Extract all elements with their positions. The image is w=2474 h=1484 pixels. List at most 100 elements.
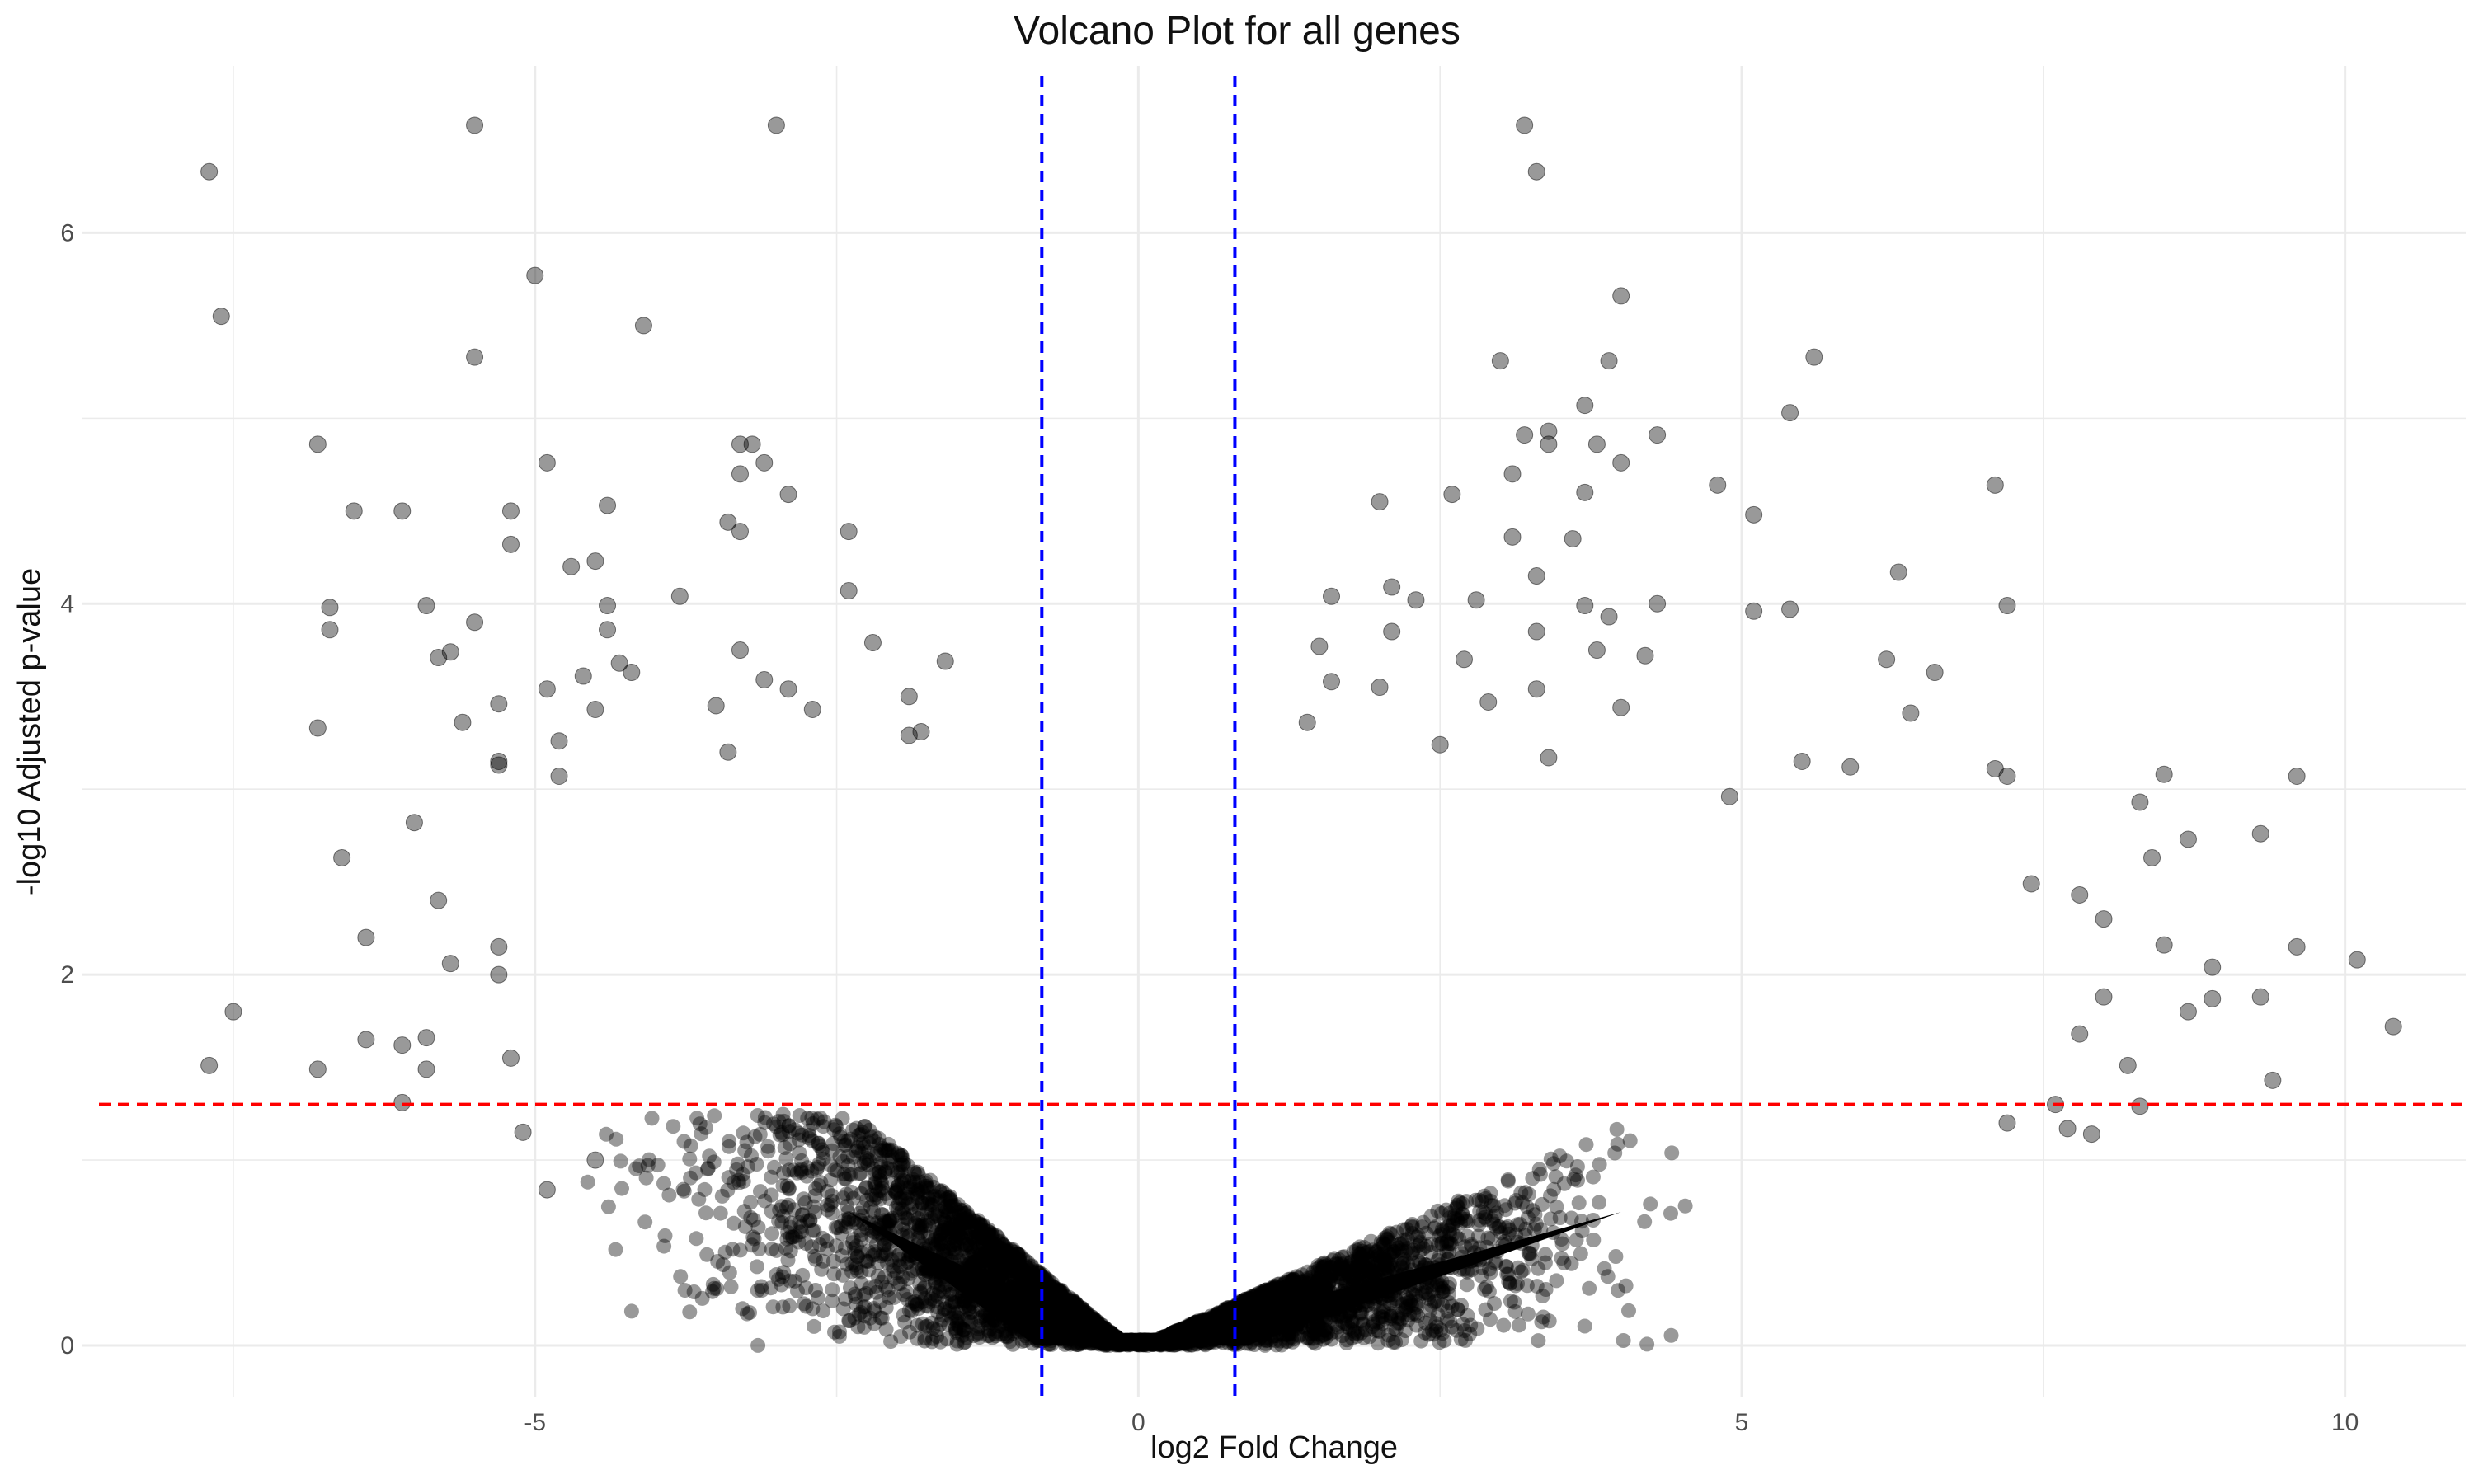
cloud-point: [915, 1195, 929, 1210]
cloud-point: [1371, 1301, 1386, 1317]
cloud-point: [1521, 1306, 1536, 1322]
data-point: [1371, 493, 1389, 511]
cloud-point: [853, 1134, 868, 1149]
cloud-point: [1255, 1297, 1271, 1313]
cloud-point: [895, 1270, 910, 1284]
cloud-point: [1346, 1272, 1361, 1288]
cloud-point: [1253, 1287, 1268, 1303]
cloud-point: [714, 1188, 730, 1204]
cloud-point: [656, 1238, 672, 1254]
cloud-point: [765, 1299, 781, 1315]
data-point: [2022, 875, 2040, 893]
cloud-point: [1009, 1255, 1024, 1270]
cloud-point: [1343, 1313, 1359, 1329]
cloud-point: [1307, 1277, 1323, 1292]
cloud-point: [836, 1134, 852, 1149]
cloud-point: [869, 1146, 885, 1161]
cloud-point: [1056, 1285, 1071, 1301]
cloud-point: [1500, 1173, 1516, 1189]
cloud-point: [1496, 1317, 1512, 1333]
cloud-point: [599, 1126, 614, 1142]
cloud-point: [959, 1237, 975, 1252]
cloud-point: [1366, 1314, 1381, 1330]
cloud-point: [1356, 1316, 1371, 1331]
cloud-point: [885, 1210, 901, 1226]
cloud-point: [1194, 1314, 1210, 1330]
cloud-point: [810, 1290, 825, 1306]
data-point: [490, 937, 508, 956]
data-point: [357, 1031, 375, 1049]
cloud-point: [917, 1330, 933, 1345]
data-point: [803, 701, 821, 719]
cloud-point: [1357, 1263, 1373, 1279]
cloud-point: [903, 1266, 919, 1281]
cloud-point: [1448, 1201, 1464, 1216]
cloud-point: [1503, 1275, 1518, 1291]
cloud-point: [1501, 1274, 1517, 1289]
data-point: [2058, 1120, 2077, 1138]
cloud-point: [885, 1258, 901, 1274]
cloud-point: [1444, 1319, 1460, 1335]
cloud-point: [638, 1170, 654, 1186]
cloud-point: [722, 1139, 736, 1154]
cloud-point: [794, 1207, 810, 1223]
cloud-point: [937, 1214, 952, 1229]
cloud-point: [1057, 1292, 1073, 1308]
cloud-point: [1371, 1255, 1386, 1270]
cloud-point: [943, 1199, 958, 1214]
data-point: [1527, 162, 1545, 181]
data-point: [1540, 435, 1558, 453]
cloud-point: [1065, 1294, 1080, 1309]
cloud-point: [1364, 1306, 1380, 1322]
cloud-point: [906, 1174, 922, 1190]
cloud-point: [1216, 1307, 1231, 1322]
cloud-point: [1451, 1231, 1467, 1247]
cloud-point: [1388, 1238, 1404, 1254]
cloud-point: [922, 1230, 938, 1246]
cloud-point: [920, 1196, 936, 1212]
cloud-point: [825, 1293, 840, 1308]
cloud-point: [736, 1204, 752, 1219]
cloud-point: [775, 1127, 791, 1143]
grid-layer: [82, 66, 2466, 1397]
data-point: [1310, 637, 1329, 655]
cloud-point: [1243, 1290, 1258, 1306]
threshold-lines: [99, 76, 2466, 1397]
cloud-point: [1188, 1315, 1204, 1331]
cloud-point: [828, 1219, 844, 1235]
cloud-point: [1314, 1282, 1329, 1298]
data-point: [1998, 597, 2016, 615]
data-point: [1564, 530, 1582, 548]
cloud-point: [1541, 1313, 1557, 1329]
cloud-point: [1351, 1252, 1366, 1268]
cloud-point: [1402, 1307, 1417, 1322]
data-point: [1576, 483, 1594, 501]
cloud-point: [985, 1238, 1001, 1254]
cloud-point: [1350, 1252, 1366, 1267]
cloud-point: [1394, 1252, 1409, 1267]
data-point: [719, 743, 737, 761]
data-point: [1649, 594, 1667, 613]
data-point: [1612, 287, 1630, 305]
cloud-point: [1639, 1336, 1655, 1352]
cloud-point: [875, 1207, 891, 1223]
cloud-point: [1058, 1295, 1074, 1311]
cloud-point: [780, 1224, 796, 1240]
cloud-point: [1616, 1333, 1631, 1348]
cloud-point: [858, 1180, 873, 1195]
cloud-point: [823, 1172, 839, 1188]
cloud-point: [722, 1134, 737, 1149]
cloud-point: [977, 1308, 993, 1324]
cloud-point: [860, 1253, 876, 1269]
cloud-point: [1428, 1323, 1444, 1339]
cloud-point: [832, 1324, 847, 1340]
cloud-point: [1349, 1329, 1365, 1345]
cloud-point: [1390, 1315, 1405, 1331]
cloud-point: [1390, 1240, 1406, 1256]
data-point: [2264, 1071, 2282, 1089]
data-point: [586, 1151, 604, 1169]
cloud-point: [911, 1219, 927, 1235]
y-tick-label: 6: [60, 219, 74, 247]
cloud-point: [1522, 1246, 1538, 1261]
cloud-point: [1637, 1214, 1653, 1229]
